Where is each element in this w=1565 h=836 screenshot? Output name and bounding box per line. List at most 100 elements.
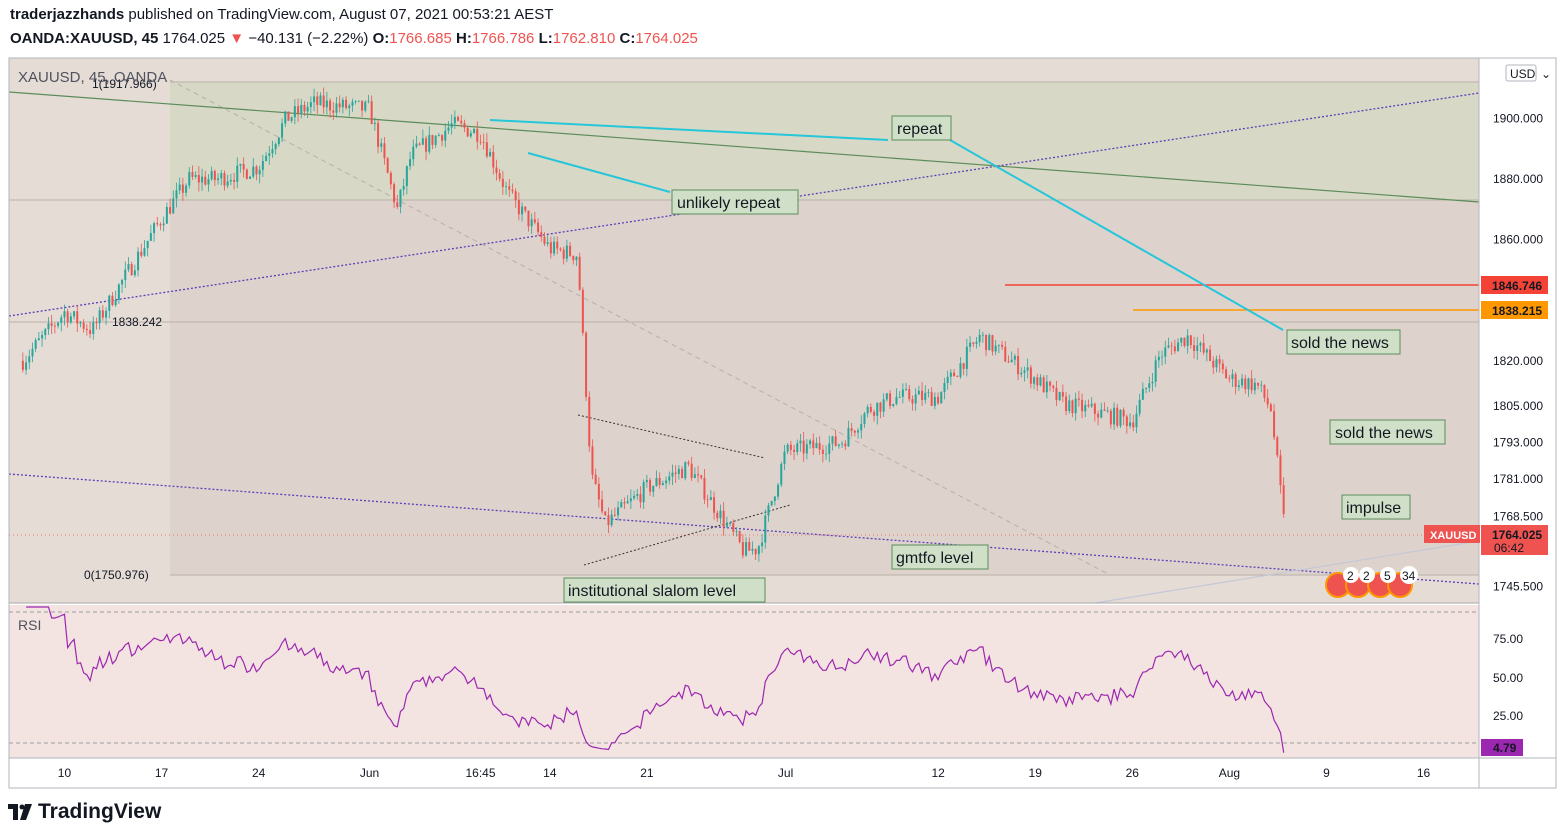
candle-body — [991, 335, 994, 352]
candle-body — [156, 223, 159, 225]
candle-body — [412, 146, 415, 160]
candle-body — [607, 515, 610, 526]
candle-body — [60, 317, 63, 323]
unlikely-repeat-line[interactable] — [527, 152, 671, 193]
lower-channel-line[interactable] — [8, 473, 1480, 585]
candle-body — [1055, 387, 1058, 400]
repeat-to-sold-line[interactable] — [949, 139, 1284, 331]
candle-body — [847, 428, 850, 447]
candle-body — [37, 338, 40, 341]
candle-body — [1234, 374, 1237, 388]
price-change: −40.131 (−2.22%) — [248, 30, 369, 47]
candle-body — [255, 166, 258, 175]
rsi-tick-50: 50.00 — [1493, 671, 1523, 685]
candle-body — [994, 345, 997, 352]
candle-body — [361, 100, 364, 111]
candle-body — [153, 223, 156, 234]
candle-body — [492, 151, 495, 168]
annotation-sold-news-2[interactable]: sold the news — [1329, 419, 1446, 445]
candle-body — [1119, 409, 1122, 426]
price-tick-5: 1793.000 — [1493, 436, 1543, 450]
tradingview-logo[interactable]: TradingView — [8, 800, 161, 824]
annotation-slalom[interactable]: institutional slalom level — [563, 577, 766, 603]
candle-body — [969, 342, 972, 347]
candle-body — [239, 163, 242, 166]
open-label: O: — [372, 30, 390, 47]
time-tick-1: 17 — [155, 766, 169, 780]
candle-body — [575, 256, 578, 261]
candle-body — [562, 249, 565, 259]
candle-body — [722, 510, 725, 527]
candle-body — [927, 392, 930, 394]
candle-body — [863, 413, 866, 424]
grey-ray[interactable] — [1094, 540, 1480, 604]
price-tick-7: 1768.500 — [1493, 510, 1543, 524]
candle-body — [261, 160, 264, 170]
candle-body — [201, 176, 204, 183]
candle-body — [569, 245, 572, 256]
candle-body — [473, 129, 476, 134]
low-value: 1762.810 — [552, 30, 616, 47]
candle-body — [751, 548, 754, 551]
candle-body — [1109, 410, 1112, 425]
chevron-down-icon[interactable]: ⌄ — [1541, 67, 1551, 81]
candle-body — [1241, 378, 1244, 386]
candle-body — [82, 322, 85, 329]
annotation-gmtfo-text: gmtfo level — [896, 550, 973, 567]
candle-body — [92, 322, 95, 334]
candle-body — [684, 462, 687, 479]
annotation-sold-news-1[interactable]: sold the news — [1286, 329, 1401, 355]
fib-label-bottom: 0(1750.976) — [84, 568, 149, 582]
candle-body — [367, 101, 370, 103]
candle-body — [1033, 377, 1036, 384]
candle-body — [770, 500, 773, 506]
candle-body — [1071, 400, 1074, 414]
event-markers[interactable]: 2 2 5 34 — [1325, 566, 1418, 598]
candle-body — [988, 335, 991, 351]
candle-body — [748, 542, 751, 551]
candle-body — [386, 158, 389, 173]
candle-body — [229, 179, 232, 182]
candle-body — [178, 184, 181, 191]
candle-body — [300, 104, 303, 114]
candle-body — [1180, 337, 1183, 343]
author-name[interactable]: traderjazzhands — [10, 6, 125, 23]
candle-body — [773, 496, 776, 501]
rsi-axis[interactable]: 75.00 50.00 25.00 — [1493, 632, 1523, 723]
price-axis[interactable]: 1900.000 1880.000 1860.000 1820.000 1805.000… — [1493, 112, 1543, 594]
candle-body — [181, 184, 184, 193]
green-trendline[interactable] — [8, 91, 1480, 203]
candle-body — [89, 330, 92, 334]
candle-body — [601, 499, 604, 512]
candle-body — [111, 295, 114, 305]
annotation-repeat[interactable]: repeat — [891, 115, 952, 141]
time-axis[interactable]: 10 17 24 Jun 16:45 14 21 Jul 12 19 26 Aug 9 16 — [58, 766, 1431, 780]
candle-body — [127, 264, 130, 270]
candle-body — [425, 138, 428, 152]
annotation-gmtfo[interactable]: gmtfo level — [891, 544, 989, 570]
time-tick-12: 9 — [1323, 766, 1330, 780]
candle-body — [476, 129, 479, 142]
currency-badge[interactable]: USD — [1505, 64, 1537, 82]
annotation-impulse[interactable]: impulse — [1341, 494, 1411, 520]
candle-body — [1106, 410, 1109, 412]
candle-body — [1221, 363, 1224, 370]
candle-body — [466, 127, 469, 137]
candle-body — [908, 389, 911, 400]
candle-body — [383, 143, 386, 159]
candle-body — [345, 99, 348, 109]
candle-body — [1157, 356, 1160, 361]
candle-body — [981, 334, 984, 336]
last-price: 1764.025 — [162, 30, 226, 47]
repeat-callout-line[interactable] — [489, 119, 889, 141]
candle-body — [1116, 407, 1119, 426]
candle-body — [1282, 485, 1285, 514]
candle-body — [754, 548, 757, 555]
candle-body — [812, 440, 815, 449]
annotation-unlikely-repeat[interactable]: unlikely repeat — [671, 189, 799, 215]
candle-body — [809, 440, 812, 445]
close-label: C: — [619, 30, 636, 47]
candle-body — [66, 311, 69, 323]
candle-body — [1145, 387, 1148, 389]
